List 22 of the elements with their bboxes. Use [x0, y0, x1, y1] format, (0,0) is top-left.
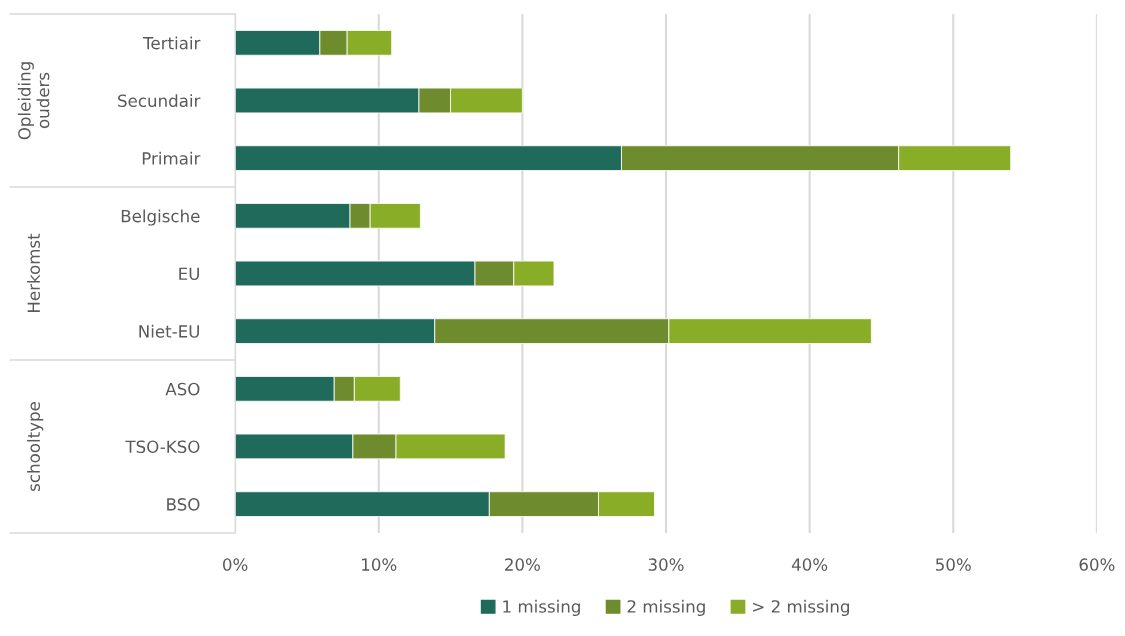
y-tick-label: Niet-EU: [139, 324, 199, 338]
x-tick-label: 60%: [1079, 558, 1115, 571]
text: schooltype: [27, 402, 44, 491]
text: Opleiding ouders: [17, 62, 50, 140]
x-tick-label: 40%: [791, 558, 828, 571]
y-tick-label: Secundair: [118, 94, 201, 108]
y-tick-label: EU: [179, 267, 199, 281]
legend-label: 2 missing: [627, 599, 705, 616]
text: Herkomst: [27, 233, 41, 313]
y-tick-label: Primair: [142, 151, 201, 165]
legend-label: > 2 missing: [753, 599, 849, 616]
x-tick-label: 10%: [362, 558, 397, 571]
y-tick-label: Belgische: [121, 209, 200, 226]
x-tick-label: 20%: [505, 558, 540, 571]
y-tick-label: Tertiair: [143, 36, 201, 50]
x-tick-label: 0%: [223, 558, 248, 571]
x-tick-label: 50%: [936, 558, 971, 571]
x-tick-label: 30%: [648, 558, 684, 571]
y-tick-label: BSO: [167, 498, 200, 511]
legend-label: 1 missing: [503, 599, 580, 616]
y-tick-label: TSO-KSO: [125, 440, 200, 454]
y-tick-label: ASO: [165, 382, 200, 396]
